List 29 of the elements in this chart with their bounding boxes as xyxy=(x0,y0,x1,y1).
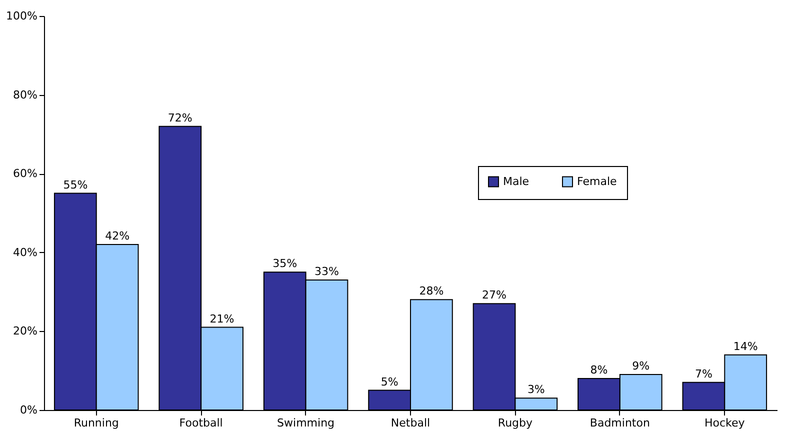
legend-label: Male xyxy=(503,174,530,188)
y-tick-label: 80% xyxy=(13,88,38,102)
y-tick-label: 0% xyxy=(20,404,38,416)
x-tick-label: Rugby xyxy=(498,416,533,430)
data-label: 14% xyxy=(733,340,758,353)
data-label: 7% xyxy=(694,367,712,380)
x-tick-label: Netball xyxy=(390,416,430,430)
data-label: 33% xyxy=(314,264,339,278)
data-label: 35% xyxy=(272,257,298,270)
data-label: 9% xyxy=(632,360,650,373)
x-tick-label: Badminton xyxy=(590,416,650,430)
x-tick-label: Running xyxy=(74,416,119,430)
x-tick-label: Swimming xyxy=(277,416,335,430)
data-label: 55% xyxy=(63,178,88,192)
y-tick-label: 100% xyxy=(6,10,38,22)
data-label: 3% xyxy=(527,383,545,396)
x-tick-label: Football xyxy=(179,416,223,430)
data-label: 21% xyxy=(210,312,234,326)
data-label: 28% xyxy=(419,284,444,298)
y-tick-label: 20% xyxy=(13,324,38,338)
data-label: 5% xyxy=(380,375,398,388)
x-tick-label: Hockey xyxy=(704,416,746,430)
data-label: 42% xyxy=(105,230,130,243)
data-label: 8% xyxy=(590,363,608,376)
y-tick-label: 40% xyxy=(13,246,38,259)
legend-label: Female xyxy=(577,174,618,188)
y-tick-label: 60% xyxy=(13,167,38,180)
data-label: 27% xyxy=(482,288,506,302)
data-label: 72% xyxy=(168,111,192,124)
